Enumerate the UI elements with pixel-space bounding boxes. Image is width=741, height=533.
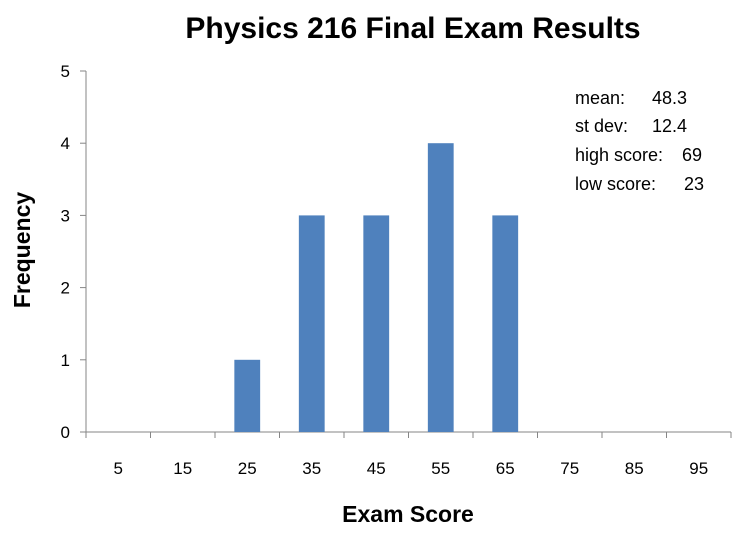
bar-45	[363, 215, 390, 432]
stats-high-value: 69	[682, 145, 702, 165]
x-axis-title: Exam Score	[342, 501, 474, 527]
y-tick-label: 2	[61, 279, 70, 298]
stats-high-label: high score:	[575, 145, 663, 165]
y-tick-label: 4	[61, 134, 70, 153]
stats-mean-value: 48.3	[652, 88, 687, 108]
x-tick-label: 95	[689, 459, 708, 478]
stats-mean-label: mean:	[575, 88, 625, 108]
bar-55	[427, 143, 454, 432]
x-tick-label: 15	[173, 459, 192, 478]
bar-35	[298, 215, 325, 432]
stats-stdev-value: 12.4	[652, 116, 687, 136]
x-tick-label: 5	[114, 459, 123, 478]
stats-stdev-label: st dev:	[575, 116, 628, 136]
x-tick-label: 65	[496, 459, 515, 478]
bar-25	[234, 359, 261, 432]
x-tick-label: 85	[625, 459, 644, 478]
x-tick-label: 45	[367, 459, 386, 478]
x-tick-label: 75	[560, 459, 579, 478]
stats-annotation: mean: 48.3 st dev: 12.4 high score: 69 l…	[575, 88, 704, 194]
bar-65	[492, 215, 519, 432]
stats-low-label: low score:	[575, 174, 656, 194]
stats-low-value: 23	[684, 174, 704, 194]
x-tick-label: 55	[431, 459, 450, 478]
y-axis-title: Frequency	[9, 192, 35, 309]
x-tick-label: 25	[238, 459, 257, 478]
y-tick-label: 0	[61, 423, 70, 442]
chart-title: Physics 216 Final Exam Results	[185, 12, 640, 45]
y-tick-label: 5	[61, 62, 70, 81]
x-tick-label: 35	[302, 459, 321, 478]
y-tick-label: 1	[61, 351, 70, 370]
y-tick-label: 3	[61, 206, 70, 225]
